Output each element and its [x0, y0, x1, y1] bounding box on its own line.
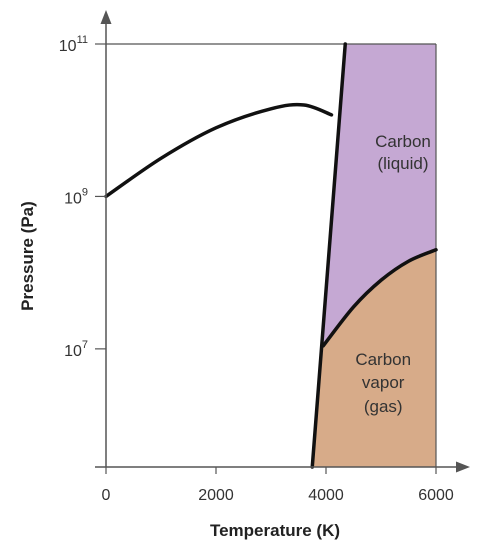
x-axis-arrow-icon [456, 461, 470, 473]
x-tick-label: 4000 [308, 487, 344, 504]
y-tick-exponent: 11 [77, 34, 88, 46]
regions-layer [312, 44, 436, 467]
vapor-region-label-line3: (gas) [364, 397, 403, 416]
y-tick-exponent: 7 [82, 339, 88, 351]
frame-layer [106, 43, 437, 467]
curves-layer [104, 42, 438, 469]
solid-boundary-curve [104, 102, 334, 199]
x-axis-title: Temperature (K) [210, 521, 340, 540]
liquid-region-label-line2: (liquid) [377, 154, 428, 173]
liquid-region-label-line1: Carbon [375, 132, 431, 151]
y-tick-label: 1011 [59, 34, 88, 55]
y-axis-arrow-icon [100, 10, 112, 24]
x-tick-label: 0 [102, 487, 111, 504]
y-tick-label: 107 [64, 339, 88, 360]
y-tick-base: 10 [64, 343, 82, 360]
liquid-region [323, 44, 436, 346]
y-tick-label: 109 [64, 186, 88, 207]
vaporization-curve [321, 248, 438, 348]
x-tick-label: 6000 [418, 487, 454, 504]
y-tick-base: 10 [64, 190, 82, 207]
y-tick-base: 10 [59, 38, 77, 55]
y-axis-title: Pressure (Pa) [18, 201, 37, 311]
labels-layer: Temperature (K) Pressure (Pa) Carbon (liqui… [18, 132, 431, 540]
y-tick-exponent: 9 [82, 186, 88, 198]
melting-line-curve [310, 42, 347, 469]
vapor-region-label-line2: vapor [362, 373, 405, 392]
vapor-region-label-line1: Carbon [355, 350, 411, 369]
x-tick-label: 2000 [198, 487, 234, 504]
vapor-region [312, 249, 436, 467]
